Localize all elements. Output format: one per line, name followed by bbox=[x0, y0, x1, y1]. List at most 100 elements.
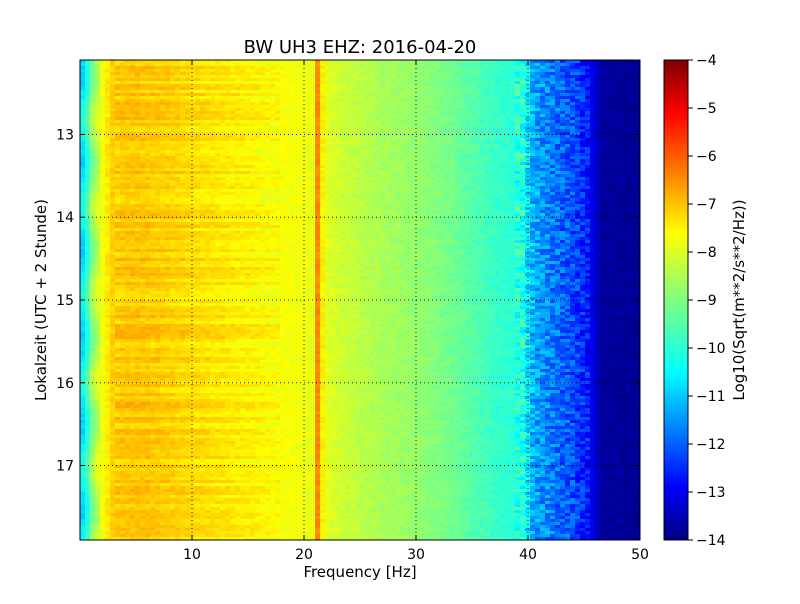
spectrogram-cell bbox=[250, 96, 255, 99]
spectrogram-cell bbox=[355, 114, 360, 117]
spectrogram-cell bbox=[585, 108, 590, 111]
spectrogram-cell bbox=[280, 111, 285, 114]
spectrogram-cell bbox=[375, 96, 380, 99]
spectrogram-cell bbox=[540, 129, 545, 132]
spectrogram-cell bbox=[310, 81, 315, 84]
spectrogram-cell bbox=[610, 150, 615, 153]
spectrogram-cell bbox=[500, 186, 505, 189]
spectrogram-cell bbox=[350, 165, 355, 168]
spectrogram-cell bbox=[335, 81, 340, 84]
spectrogram-cell bbox=[495, 177, 500, 180]
spectrogram-cell bbox=[615, 63, 620, 66]
spectrogram-cell bbox=[165, 75, 170, 78]
spectrogram-cell bbox=[160, 150, 165, 153]
spectrogram-cell bbox=[600, 150, 605, 153]
spectrogram-cell bbox=[175, 93, 180, 96]
spectrogram-cell bbox=[475, 132, 480, 135]
spectrogram-cell bbox=[580, 150, 585, 153]
spectrogram-cell bbox=[335, 99, 340, 102]
spectrogram-cell bbox=[80, 87, 85, 90]
spectrogram-cell bbox=[575, 84, 580, 87]
spectrogram-cell bbox=[580, 168, 585, 171]
spectrogram-cell bbox=[520, 153, 525, 156]
spectrogram-cell bbox=[515, 147, 520, 150]
spectrogram-cell bbox=[110, 60, 115, 63]
spectrogram-cell bbox=[85, 144, 90, 147]
spectrogram-cell bbox=[295, 60, 300, 63]
spectrogram-cell bbox=[255, 132, 260, 135]
spectrogram-cell bbox=[575, 141, 580, 144]
spectrogram-cell bbox=[450, 171, 455, 174]
spectrogram-cell bbox=[585, 177, 590, 180]
spectrogram-cell bbox=[245, 75, 250, 78]
spectrogram-cell bbox=[115, 78, 120, 81]
spectrogram-cell bbox=[180, 93, 185, 96]
spectrogram-cell bbox=[300, 117, 305, 120]
spectrogram-cell bbox=[95, 102, 100, 105]
spectrogram-cell bbox=[130, 174, 135, 177]
spectrogram-cell bbox=[480, 162, 485, 165]
spectrogram-cell bbox=[605, 189, 610, 192]
spectrogram-cell bbox=[210, 117, 215, 120]
spectrogram-cell bbox=[370, 162, 375, 165]
spectrogram-cell bbox=[260, 180, 265, 183]
spectrogram-cell bbox=[405, 126, 410, 129]
spectrogram-cell bbox=[180, 105, 185, 108]
spectrogram-cell bbox=[605, 99, 610, 102]
spectrogram-cell bbox=[480, 63, 485, 66]
spectrogram-cell bbox=[515, 66, 520, 69]
spectrogram-cell bbox=[575, 135, 580, 138]
spectrogram-cell bbox=[355, 93, 360, 96]
spectrogram-cell bbox=[290, 111, 295, 114]
spectrogram-cell bbox=[360, 159, 365, 162]
spectrogram-cell bbox=[160, 96, 165, 99]
spectrogram-cell bbox=[570, 126, 575, 129]
spectrogram-cell bbox=[160, 138, 165, 141]
spectrogram-cell bbox=[85, 66, 90, 69]
spectrogram-cell bbox=[495, 63, 500, 66]
spectrogram-cell bbox=[215, 159, 220, 162]
spectrogram-cell bbox=[355, 159, 360, 162]
spectrogram-cell bbox=[620, 186, 625, 189]
spectrogram-cell bbox=[195, 111, 200, 114]
spectrogram-cell bbox=[100, 186, 105, 189]
spectrogram-cell bbox=[390, 93, 395, 96]
spectrogram-cell bbox=[85, 186, 90, 189]
spectrogram-cell bbox=[370, 138, 375, 141]
spectrogram-cell bbox=[630, 120, 635, 123]
spectrogram-cell bbox=[295, 63, 300, 66]
spectrogram-cell bbox=[440, 177, 445, 180]
spectrogram-cell bbox=[460, 153, 465, 156]
spectrogram-cell bbox=[545, 69, 550, 72]
spectrogram-cell bbox=[95, 81, 100, 84]
spectrogram-cell bbox=[495, 147, 500, 150]
spectrogram-cell bbox=[80, 90, 85, 93]
spectrogram-cell bbox=[600, 135, 605, 138]
spectrogram-cell bbox=[375, 60, 380, 63]
spectrogram-cell bbox=[620, 81, 625, 84]
spectrogram-cell bbox=[130, 189, 135, 192]
spectrogram-cell bbox=[585, 186, 590, 189]
spectrogram-cell bbox=[580, 102, 585, 105]
spectrogram-cell bbox=[250, 162, 255, 165]
spectrogram-cell bbox=[260, 156, 265, 159]
spectrogram-cell bbox=[215, 177, 220, 180]
spectrogram-cell bbox=[455, 87, 460, 90]
spectrogram-cell bbox=[520, 117, 525, 120]
spectrogram-cell bbox=[530, 114, 535, 117]
spectrogram-cell bbox=[435, 123, 440, 126]
spectrogram-cell bbox=[295, 192, 300, 195]
spectrogram-cell bbox=[570, 72, 575, 75]
spectrogram-cell bbox=[520, 123, 525, 126]
spectrogram-cell bbox=[95, 99, 100, 102]
spectrogram-cell bbox=[455, 174, 460, 177]
spectrogram-cell bbox=[320, 81, 325, 84]
spectrogram-cell bbox=[560, 108, 565, 111]
spectrogram-cell bbox=[540, 162, 545, 165]
spectrogram-cell bbox=[80, 117, 85, 120]
spectrogram-cell bbox=[435, 120, 440, 123]
spectrogram-cell bbox=[570, 189, 575, 192]
spectrogram-cell bbox=[315, 177, 320, 180]
spectrogram-cell bbox=[270, 126, 275, 129]
spectrogram-cell bbox=[190, 102, 195, 105]
